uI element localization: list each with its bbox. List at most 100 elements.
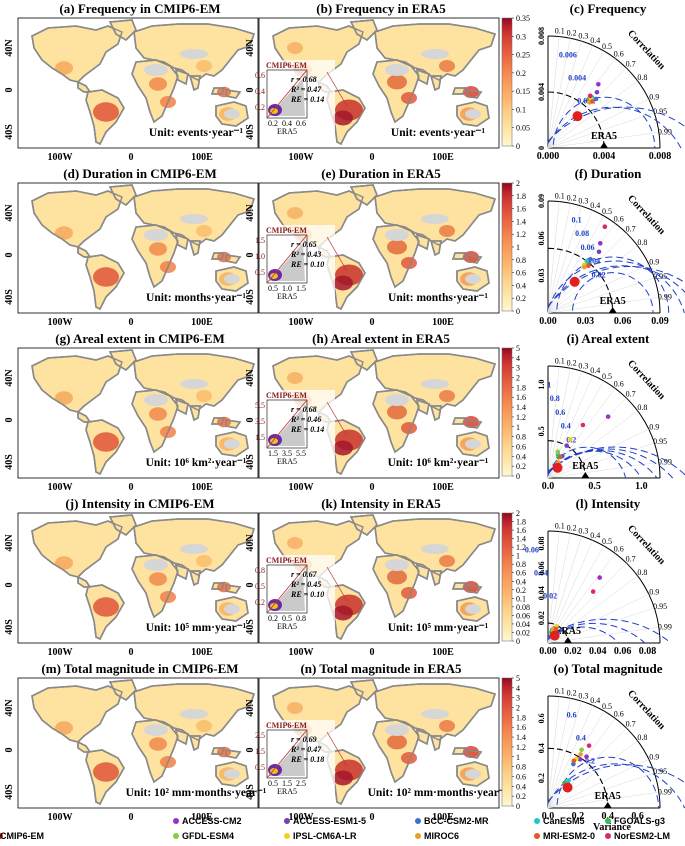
- reference-label: ERA5: [555, 626, 581, 637]
- intensity-hotspot: [439, 555, 455, 567]
- legend-label: ACCESS-CM2: [182, 816, 242, 826]
- rms-label: 0.6: [567, 710, 577, 719]
- inset-r: r = 0.69: [291, 735, 317, 744]
- taylor-x-tick: 0.0: [542, 811, 555, 822]
- rms-arc: [547, 450, 658, 479]
- inset-x-tick: 0.2: [268, 614, 278, 623]
- lat-tick-label: 0: [4, 748, 15, 753]
- correlation-ray: [547, 772, 655, 809]
- cmip-map: 100W 0 100E 40N 0 40S: [4, 17, 259, 163]
- lat-tick-label: 40N: [245, 39, 256, 57]
- correlation-tick-label: 0.95: [653, 107, 667, 116]
- correlation-ray: [547, 232, 627, 314]
- colorbar-tick-label: 0.2: [516, 294, 526, 303]
- legend-item: BCC-CSM2-MR: [415, 816, 489, 826]
- intensity-hotspot: [387, 734, 407, 750]
- correlation-tick-label: 0.9: [649, 753, 659, 762]
- masked-region: [224, 439, 240, 449]
- taylor-point-access-cm2: [584, 754, 589, 759]
- taylor-point-noresm2-lm: [586, 743, 592, 748]
- legend-marker: [0, 833, 3, 839]
- lon-tick-label: 100W: [48, 482, 73, 493]
- colorbar: [501, 512, 513, 642]
- lon-tick-label: 100E: [191, 647, 213, 658]
- figure-row-3: (g) Areal extent in CMIP6-EM (h) Areal ex…: [4, 331, 685, 493]
- masked-region: [385, 724, 409, 736]
- lon-tick-label: 100E: [191, 317, 213, 328]
- colorbar-tick-label: 0: [516, 307, 520, 316]
- legend-label: CanESM5: [543, 816, 585, 826]
- masked-region: [144, 229, 168, 241]
- colorbar-tick-label: 0: [516, 802, 520, 811]
- lon-tick-label: 100W: [289, 482, 314, 493]
- taylor-y-tick: 0.6: [537, 713, 546, 723]
- correlation-ray: [547, 701, 582, 809]
- lon-tick-label: 100W: [48, 647, 73, 658]
- legend-label: IPSL-CM6A-LR: [293, 831, 357, 841]
- lon-tick-label: 100W: [289, 647, 314, 658]
- inset-y-tick: 0.5: [255, 268, 265, 277]
- colorbar-tick-label: 0.6: [516, 269, 526, 278]
- correlation-tick-label: 0.3: [578, 691, 588, 700]
- lon-tick-label: 0: [370, 152, 375, 163]
- inset-r2: R² = 0.43: [290, 250, 321, 259]
- lat-tick-label: 0: [245, 253, 256, 258]
- inset-x-label: ERA5: [277, 787, 297, 796]
- colorbar-tick-label: 0.2: [516, 69, 526, 78]
- lat-tick-label: 40S: [4, 124, 15, 140]
- colorbar-tick-label: 1.6: [516, 526, 526, 535]
- colorbar-tick-label: 2: [516, 179, 520, 188]
- taylor-outer-arc: [547, 695, 661, 809]
- correlation-tick-label: 0.8: [637, 403, 647, 412]
- correlation-tick-label: 0.6: [614, 380, 624, 389]
- intensity-hotspot: [333, 110, 353, 126]
- masked-region: [180, 544, 208, 554]
- correlation-ray: [547, 533, 571, 644]
- lat-tick-label: 40S: [245, 289, 256, 305]
- rms-arc: [547, 448, 674, 479]
- rms-arc: [547, 763, 685, 809]
- inset-re: RE = 0.14: [290, 425, 324, 434]
- intensity-hotspot: [287, 702, 303, 714]
- correlation-ray: [547, 410, 638, 479]
- inset-pointer: [326, 566, 348, 602]
- rms-arc: [547, 106, 682, 149]
- inset-pointer: [326, 71, 348, 107]
- colorbar-tick-label: 0.6: [516, 442, 526, 451]
- lon-tick-label: 0: [129, 647, 134, 658]
- taylor-point-cmip6-em: [552, 462, 563, 473]
- rms-arc: [571, 272, 654, 314]
- legend-label: MRI-ESM2-0: [543, 831, 595, 841]
- masked-region: [180, 709, 208, 719]
- inset-x-label: ERA5: [277, 622, 297, 631]
- lat-tick-label: 0: [4, 583, 15, 588]
- correlation-tick-label: 0.7: [626, 555, 636, 564]
- correlation-ray: [547, 371, 582, 479]
- inset-x-tick: 0.6: [296, 119, 306, 128]
- lon-tick-label: 100E: [191, 152, 213, 163]
- lon-tick-label: 100W: [289, 812, 314, 823]
- inset-re: RE = 0.10: [290, 590, 324, 599]
- colorbar-group: 0.35 0.3 0.25 0.2 0.15 0.1 0.05 0: [501, 14, 530, 151]
- lon-tick-label: 0: [129, 152, 134, 163]
- rms-arc: [547, 626, 620, 644]
- intensity-hotspot: [149, 572, 167, 586]
- rms-label: 1: [547, 380, 551, 389]
- masked-region: [180, 49, 208, 59]
- reference-marker: [563, 637, 572, 643]
- legend-marker: [534, 833, 540, 839]
- correlation-tick-label: 0.4: [590, 531, 600, 540]
- legend-marker: [173, 818, 179, 824]
- inset-y-tick: 5.5: [255, 401, 265, 410]
- lat-tick-label: 40S: [4, 289, 15, 305]
- intensity-hotspot: [287, 42, 303, 54]
- correlation-ray: [547, 67, 627, 149]
- taylor-outer-arc: [547, 200, 661, 314]
- legend-item: CMIP6-EM: [0, 831, 44, 841]
- lat-tick-label: 40N: [245, 369, 256, 387]
- intensity-hotspot: [333, 275, 353, 291]
- colorbar-tick-label: 0.05: [516, 124, 530, 133]
- taylor-x-tick: 0.4: [601, 811, 614, 822]
- taylor-y-tick: 1.0: [537, 380, 546, 390]
- inset-r2: R² = 0.46: [290, 415, 321, 424]
